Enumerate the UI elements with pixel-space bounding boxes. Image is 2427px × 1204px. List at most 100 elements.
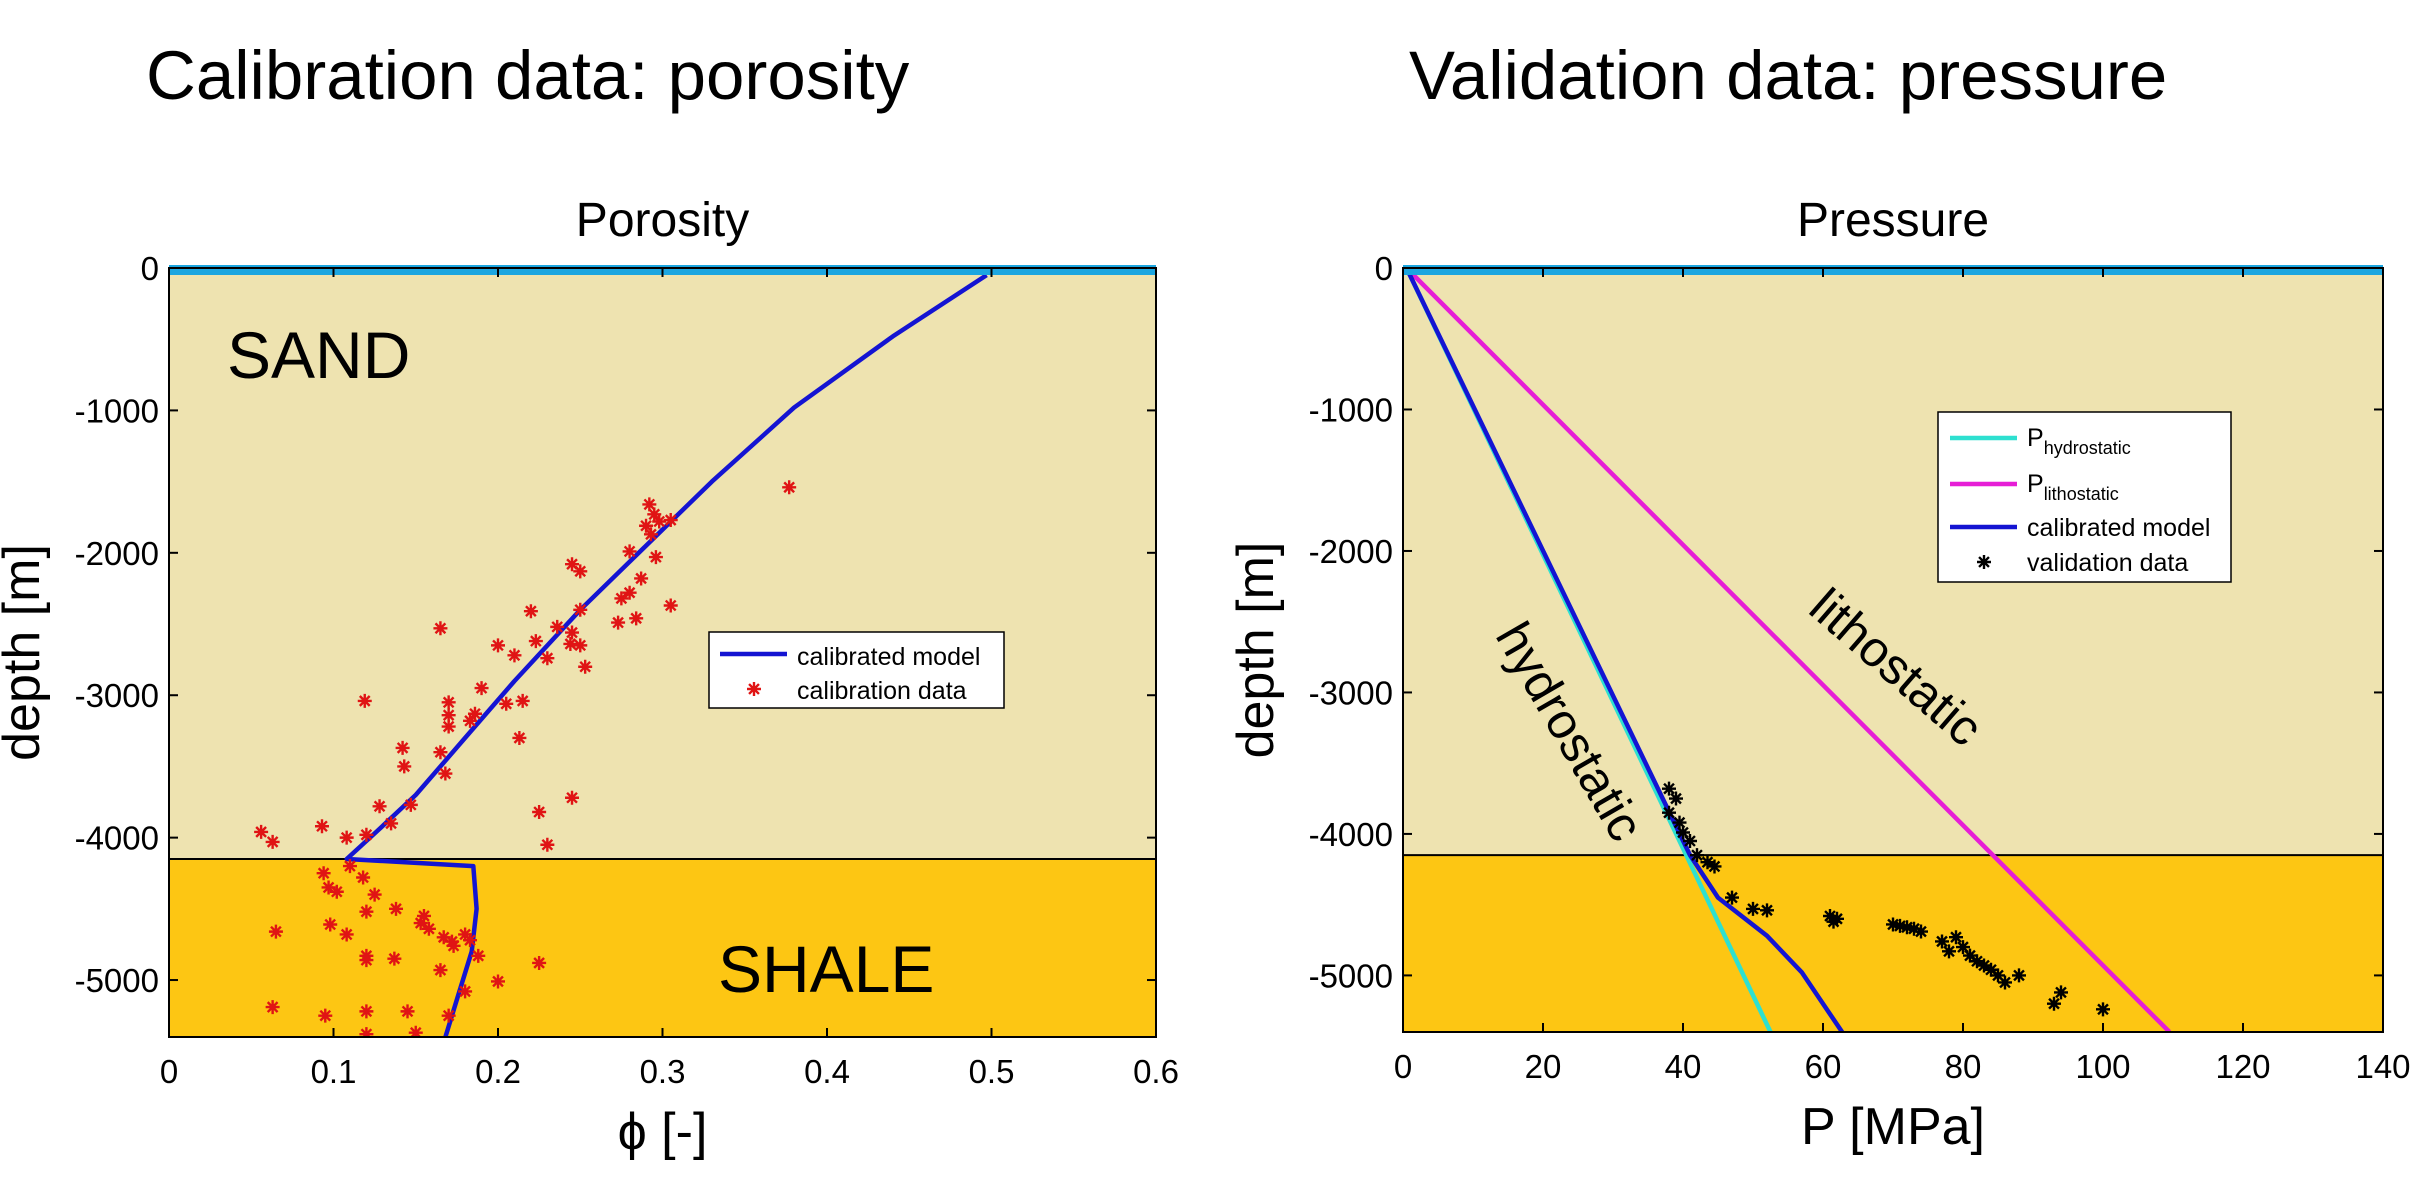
pressure-x-tick-label: 40	[1665, 1048, 1702, 1085]
porosity-series-calibration-data-point	[441, 695, 456, 710]
pressure-series-validation-data-point	[1662, 805, 1676, 820]
porosity-series-calibration-data-point	[389, 901, 404, 916]
porosity-y-tick-label: -5000	[75, 962, 159, 999]
porosity-series-calibration-data-point	[356, 870, 371, 885]
pressure-series-validation-data-point	[2096, 1002, 2110, 1017]
porosity-x-tick-label: 0.5	[969, 1053, 1015, 1090]
porosity-series-calibration-data-point	[359, 1004, 374, 1019]
pressure-series-validation-data-point	[1725, 890, 1739, 905]
pressure-legend-hydrostatic-main: P	[2027, 424, 2044, 452]
porosity-series-calibration-data-point	[642, 497, 657, 512]
porosity-series-calibration-data-point	[433, 621, 448, 636]
pressure-series-validation-data-point	[1826, 914, 1841, 929]
porosity-series-calibration-data-point	[563, 636, 578, 651]
pressure-series-validation-data-point	[1823, 908, 1837, 923]
pressure-series-validation-data-point	[1935, 934, 1949, 949]
pressure-x-tick-label: 80	[1945, 1048, 1982, 1085]
porosity-series-calibration-data-point	[639, 518, 654, 533]
porosity-series-calibration-data-point	[507, 648, 522, 663]
pressure-series-validation-data-point	[1893, 918, 1907, 933]
porosity-series-calibration-data-point	[359, 1027, 374, 1037]
porosity-x-tick-label: 0.1	[311, 1053, 357, 1090]
porosity-series-calibration-data-point	[532, 805, 547, 819]
porosity-series-calibration-data-point	[663, 513, 678, 528]
porosity-series-calibration-data-point	[652, 514, 667, 529]
porosity-series-calibration-data-point	[357, 693, 372, 708]
pressure-y-tick-label: -5000	[1309, 957, 1393, 994]
porosity-series-calibration-data-point	[578, 659, 593, 674]
pressure-series-validation-data-point	[2054, 985, 2068, 1000]
porosity-series-calibration-data-point	[663, 598, 678, 613]
porosity-series-calibration-data-point	[359, 953, 374, 968]
porosity-series-calibration-data-point	[643, 527, 658, 542]
pressure-series-validation-data-point	[1949, 930, 1963, 945]
pressure-legend-data-label: validation data	[2027, 549, 2188, 577]
porosity-series-calibration-data-point	[629, 611, 644, 626]
porosity-legend-marker-swatch	[747, 682, 761, 696]
pressure-series-validation-data-point	[1970, 954, 1984, 969]
pressure-axes-frame	[1402, 267, 2384, 1033]
porosity-series-calibration-data-point	[339, 830, 354, 845]
pressure-y-tick-label: -1000	[1309, 391, 1393, 428]
porosity-series-calibration-data-point	[314, 819, 329, 834]
pressure-series-validation-data-point	[1676, 825, 1690, 840]
pressure-legend-lithostatic-subscript: lithostatic	[2044, 484, 2119, 504]
porosity-series-calibration-data-point	[648, 550, 663, 565]
porosity-series-calibration-data-point	[413, 916, 428, 931]
porosity-series-calibration-data-point	[421, 921, 436, 936]
pressure-legend-lithostatic-label: Plithostatic	[2027, 470, 2119, 504]
pressure-x-label: P [MPa]	[1801, 1098, 1985, 1156]
porosity-legend-model-label: calibrated model	[797, 643, 980, 671]
pressure-title: Pressure	[1797, 194, 1989, 247]
porosity-series-calibration-data-point	[491, 974, 505, 989]
porosity-series-calibration-data-point	[444, 934, 459, 949]
pressure-x-tick-label: 100	[2075, 1048, 2130, 1085]
porosity-series-calibration-data-point	[359, 827, 374, 842]
porosity-series-calibration-data-point	[318, 1008, 333, 1023]
porosity-layer-label-sand: SAND	[227, 318, 410, 392]
pressure-legend-lithostatic-main: P	[2027, 470, 2044, 498]
porosity-series-calibration-data-point	[634, 571, 649, 586]
porosity-series-calibration-data-point	[367, 887, 382, 902]
porosity-series-calibration-data-point	[395, 740, 410, 755]
porosity-series-calibration-data-point	[565, 790, 580, 805]
porosity-series-calibration-data-point	[438, 766, 453, 781]
pressure-series-validation-data-point	[1942, 944, 1956, 959]
pressure-series-validation-data-point	[1977, 958, 1991, 973]
porosity-series-calibrated-model-line	[344, 273, 988, 1037]
porosity-series-calibration-data-point	[387, 951, 402, 966]
porosity-series-calibration-data-point	[400, 1004, 415, 1019]
porosity-series-calibration-data-point	[573, 564, 588, 579]
porosity-series-calibration-data-point	[573, 602, 588, 617]
pressure-legend-box	[1937, 411, 2232, 583]
pressure-x-tick-label: 140	[2355, 1048, 2410, 1085]
porosity-x-label: ϕ [-]	[618, 1103, 708, 1161]
pressure-series-validation-data-point	[2047, 996, 2061, 1011]
pressure-series-validation-data-point	[1690, 848, 1704, 863]
pressure-series-validation-data-point	[1700, 855, 1715, 870]
porosity-y-tick-label: -1000	[75, 392, 159, 429]
pressure-y-label: depth [m]	[1227, 542, 1285, 759]
pressure-series-validation-data-point	[1672, 815, 1687, 830]
pressure-x-tick-label: 20	[1525, 1048, 1562, 1085]
porosity-series-calibration-data-point	[408, 1025, 423, 1037]
pressure-y-tick-label: 0	[1375, 250, 1393, 287]
pressure-series-validation-data-point	[1746, 901, 1760, 916]
pressure-y-tick-label: -2000	[1309, 533, 1393, 570]
pressure-series-p-lithostatic-line	[1404, 268, 2172, 1032]
pressure-series-validation-data-point	[1984, 962, 1998, 977]
porosity-series-calibration-data-point	[622, 585, 637, 600]
pressure-series-validation-data-point	[1669, 791, 1683, 806]
porosity-series-calibration-data-point	[471, 948, 486, 963]
porosity-series-calibration-data-point	[611, 615, 626, 630]
pressure-plot-area	[1404, 268, 2172, 1032]
porosity-series-calibration-data-point	[550, 619, 565, 634]
porosity-series-calibration-data-point	[565, 625, 580, 640]
porosity-legend: calibrated model calibration data	[708, 631, 1005, 709]
porosity-series-calibration-data-point	[316, 866, 331, 881]
pressure-x-tick-label: 0	[1394, 1048, 1412, 1085]
porosity-x-tick-label: 0	[160, 1053, 178, 1090]
